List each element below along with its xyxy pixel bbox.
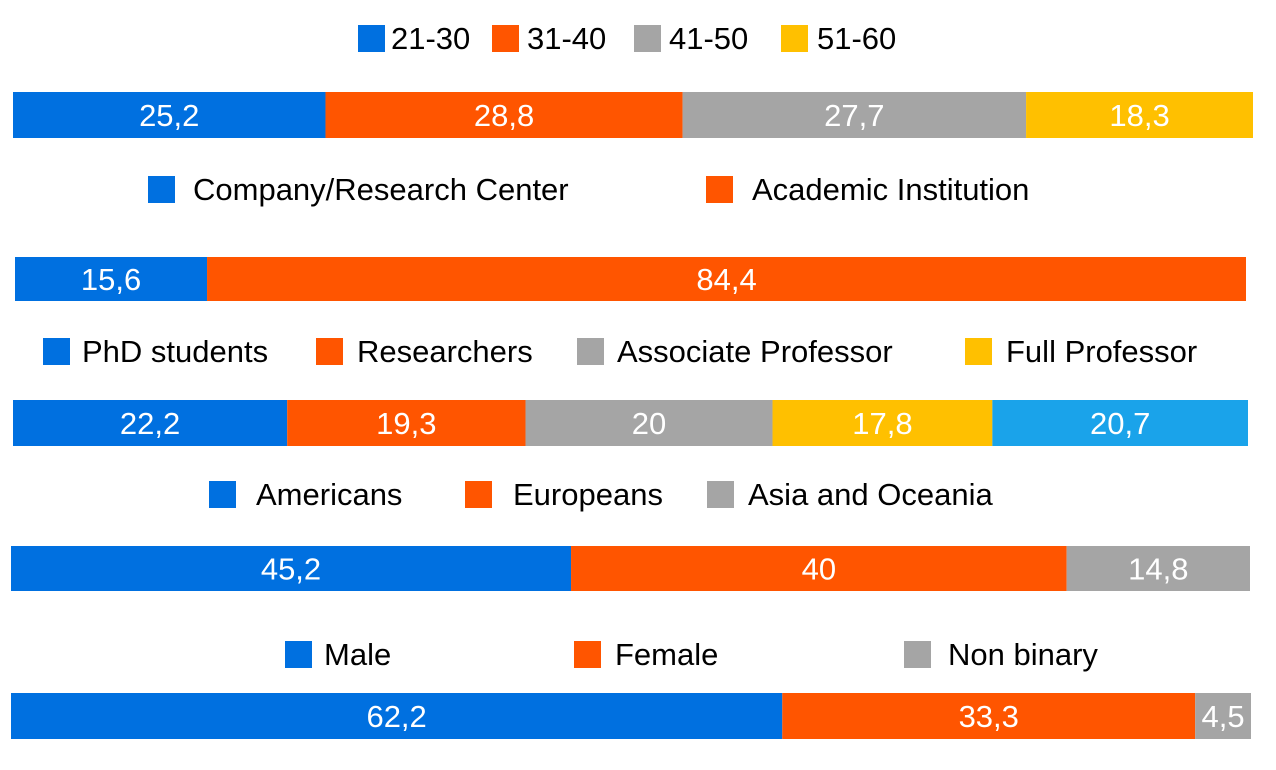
chart-2-segment-4-label: 20,7 [1090,406,1150,441]
chart-2-segment-2-label: 20 [632,406,666,441]
chart-4-legend-swatch-0 [285,641,312,668]
chart-3-legend-swatch-1 [465,481,492,508]
chart-2-legend-label-2: Associate Professor [617,334,893,369]
chart-4-segment-0 [11,693,783,739]
chart-4-legend: Male Female Non binary [285,637,1098,672]
chart-1-segment-1 [207,257,1246,301]
chart-1-legend-swatch-0 [148,176,175,203]
chart-2-legend-swatch-1 [316,338,343,365]
chart-2-legend-label-1: Researchers [357,334,533,369]
chart-1-segment-0 [15,257,208,301]
chart-3-segment-0 [11,546,572,591]
chart-3: Americans Europeans Asia and Oceania 45,2 40… [11,477,1250,591]
chart-0-legend: 21-30 31-40 41-50 51-60 [358,21,896,56]
chart-2-legend-label-3: Full Professor [1006,334,1197,369]
chart-1: Company/Research Center Academic Institut… [15,172,1246,301]
chart-0-legend-label-3: 51-60 [817,21,896,56]
chart-0-segment-0-label: 25,2 [139,98,199,133]
chart-3-legend-label-2: Asia and Oceania [748,477,993,512]
chart-3-bar: 45,2 40 14,8 [11,546,1250,591]
chart-2-segment-3 [772,400,993,446]
chart-2-segment-2 [525,400,773,446]
chart-0-segment-0 [13,92,326,138]
chart-2-bar: 22,2 19,3 20 17,8 20,7 [13,400,1248,446]
chart-0-segment-2-label: 27,7 [824,98,884,133]
chart-4-legend-swatch-1 [574,641,601,668]
chart-1-legend-swatch-1 [706,176,733,203]
chart-4-legend-label-1: Female [615,637,718,672]
chart-0-legend-label-0: 21-30 [391,21,470,56]
chart-0-legend-swatch-2 [634,25,661,52]
chart-0-legend-swatch-0 [358,25,385,52]
chart-2: PhD students Researchers Associate Profess… [13,334,1248,446]
chart-4-legend-label-0: Male [324,637,391,672]
chart-2-segment-4 [992,400,1248,446]
chart-0-segment-1 [325,92,683,138]
chart-2-legend: PhD students Researchers Associate Profess… [43,334,1197,369]
chart-0-legend-swatch-3 [781,25,808,52]
chart-2-legend-swatch-0 [43,338,70,365]
chart-0-segment-3-label: 18,3 [1109,98,1169,133]
chart-0-segment-2 [682,92,1027,138]
chart-3-legend-swatch-2 [707,481,734,508]
chart-2-segment-0-label: 22,2 [120,406,180,441]
chart-2-segment-3-label: 17,8 [852,406,912,441]
chart-0-legend-swatch-1 [492,25,519,52]
chart-0-segment-1-label: 28,8 [474,98,534,133]
chart-4-legend-swatch-2 [904,641,931,668]
chart-1-legend-label-0: Company/Research Center [193,172,569,207]
chart-2-segment-1 [287,400,526,446]
chart-4-segment-1 [782,693,1196,739]
chart-4-segment-0-label: 62,2 [366,699,426,734]
chart-1-bar: 15,6 84,4 [15,257,1246,301]
chart-4-segment-1-label: 33,3 [959,699,1019,734]
chart-3-segment-1-label: 40 [802,552,836,587]
chart-4-bar: 62,2 33,3 4,5 [11,693,1251,739]
chart-2-legend-label-0: PhD students [82,334,268,369]
chart-3-legend-label-0: Americans [256,477,402,512]
chart-4: Male Female Non binary 62,2 33,3 4,5 [11,637,1251,739]
chart-1-segment-1-label: 84,4 [696,262,756,297]
chart-4-legend-label-2: Non binary [948,637,1098,672]
chart-3-legend-swatch-0 [209,481,236,508]
chart-3-legend: Americans Europeans Asia and Oceania [209,477,993,512]
chart-2-legend-swatch-2 [577,338,604,365]
chart-3-segment-2-label: 14,8 [1128,552,1188,587]
chart-0-bar: 25,2 28,8 27,7 18,3 [13,92,1253,138]
chart-1-legend: Company/Research Center Academic Institut… [148,172,1029,207]
chart-0-legend-label-1: 31-40 [527,21,606,56]
chart-2-segment-1-label: 19,3 [376,406,436,441]
chart-3-segment-0-label: 45,2 [261,552,321,587]
chart-3-segment-2 [1066,546,1250,591]
chart-1-segment-0-label: 15,6 [81,262,141,297]
chart-2-legend-swatch-3 [965,338,992,365]
chart-3-segment-1 [571,546,1067,591]
chart-4-segment-2-label: 4,5 [1202,699,1245,734]
chart-0: 21-30 31-40 41-50 51-60 25,2 28,8 27,7 18,3 [13,21,1253,138]
chart-2-segment-0 [13,400,288,446]
chart-4-segment-2 [1195,693,1251,739]
chart-0-segment-3 [1026,92,1253,138]
chart-1-legend-label-1: Academic Institution [752,172,1029,207]
chart-3-legend-label-1: Europeans [513,477,663,512]
chart-0-legend-label-2: 41-50 [669,21,748,56]
